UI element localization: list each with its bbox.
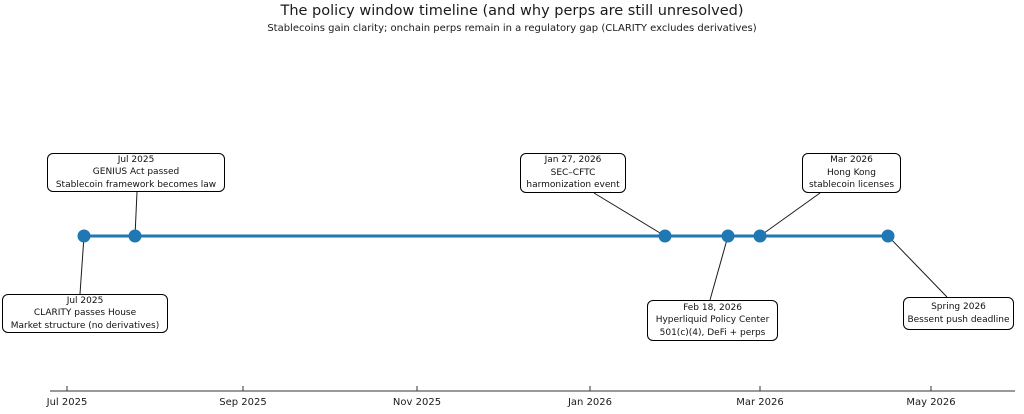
x-axis-tick-label: Mar 2026 bbox=[736, 397, 784, 408]
timeline-dot bbox=[77, 229, 91, 243]
leader-line bbox=[593, 192, 666, 237]
annotation-date: Feb 18, 2026 bbox=[683, 302, 742, 313]
timeline-dot bbox=[881, 229, 895, 243]
timeline-dot bbox=[753, 229, 767, 243]
annotation-date: Jul 2025 bbox=[66, 295, 104, 306]
annotation-box-clarity-house: Jul 2025 CLARITY passes House Market str… bbox=[2, 294, 168, 333]
leader-line bbox=[79, 235, 85, 295]
annotation-box-hyperliquid: Feb 18, 2026 Hyperliquid Policy Center 5… bbox=[647, 300, 778, 341]
annotation-detail: stablecoin licenses bbox=[808, 180, 895, 191]
annotation-box-hong-kong: Mar 2026 Hong Kong stablecoin licenses bbox=[802, 153, 901, 193]
annotation-box-bessent: Spring 2026 Bessent push deadline bbox=[903, 297, 1014, 330]
leader-line bbox=[759, 192, 821, 237]
annotation-detail: Market structure (no derivatives) bbox=[10, 320, 160, 331]
chart-subtitle: Stablecoins gain clarity; onchain perps … bbox=[267, 23, 757, 34]
annotation-title: Hong Kong bbox=[827, 167, 876, 178]
leader-line bbox=[134, 191, 138, 237]
annotation-title: CLARITY passes House bbox=[33, 308, 137, 319]
annotation-date: Mar 2026 bbox=[830, 155, 873, 166]
x-axis-tick-label: Jul 2025 bbox=[46, 397, 88, 408]
x-axis-tick-label: Sep 2025 bbox=[219, 397, 266, 408]
annotation-date: Jul 2025 bbox=[117, 154, 155, 165]
timeline-dot bbox=[658, 229, 672, 243]
annotation-title: Hyperliquid Policy Center bbox=[655, 315, 770, 326]
annotation-detail: 501(c)(4), DeFi + perps bbox=[659, 327, 766, 338]
leader-line bbox=[709, 235, 729, 301]
annotation-title: SEC–CFTC bbox=[550, 167, 596, 178]
x-axis-tick-label: Jan 2026 bbox=[567, 397, 612, 408]
annotation-box-genius-act: Jul 2025 GENIUS Act passed Stablecoin fr… bbox=[47, 153, 225, 192]
timeline-dot bbox=[128, 229, 142, 243]
leader-line bbox=[887, 235, 948, 298]
x-axis-tick-label: Nov 2025 bbox=[393, 397, 441, 408]
annotation-date: Spring 2026 bbox=[931, 302, 986, 313]
timeline-dot bbox=[721, 229, 735, 243]
annotation-title: GENIUS Act passed bbox=[92, 167, 180, 178]
annotation-detail: harmonization event bbox=[526, 180, 620, 191]
annotation-box-sec-cftc: Jan 27, 2026 SEC–CFTC harmonization even… bbox=[520, 153, 626, 193]
annotation-date: Jan 27, 2026 bbox=[544, 155, 602, 166]
chart-title: The policy window timeline (and why perp… bbox=[280, 3, 744, 19]
annotation-detail: Stablecoin framework becomes law bbox=[55, 179, 217, 190]
x-axis-tick-label: May 2026 bbox=[906, 397, 955, 408]
annotation-title: Bessent push deadline bbox=[907, 314, 1010, 325]
